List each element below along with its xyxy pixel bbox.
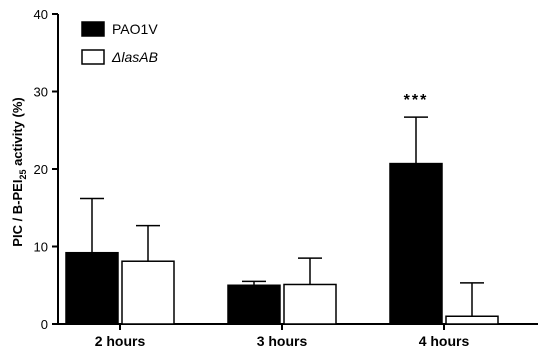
y-tick-label: 40 (34, 7, 48, 22)
bar-pao1v-0 (65, 251, 119, 325)
x-tick-label: 4 hours (419, 333, 470, 348)
bar-lasab-2 (445, 315, 499, 325)
legend-label-lasab: ΔlasAB (111, 49, 158, 65)
bars: *** (65, 92, 499, 325)
x-tick-label: 3 hours (257, 333, 308, 348)
x-tick-label: 2 hours (95, 333, 146, 348)
y-tick-label: 30 (34, 85, 48, 100)
legend-swatch-lasab (81, 49, 105, 65)
bar-pao1v-2 (389, 162, 443, 325)
legend-label-pao1v: PAO1V (112, 21, 158, 37)
y-axis-label: PIC / B-PEI25 activity (%) (10, 97, 28, 246)
y-tick-label: 10 (34, 240, 48, 255)
y-tick-label: 0 (41, 317, 48, 332)
bar-lasab-1 (283, 283, 337, 325)
bar-lasab-0 (121, 260, 175, 325)
y-tick-label: 20 (34, 162, 48, 177)
bar-pao1v-1 (227, 284, 281, 325)
legend-swatch-pao1v (81, 21, 105, 37)
significance-annotation: *** (404, 92, 429, 109)
legend: PAO1V ΔlasAB (81, 21, 158, 65)
